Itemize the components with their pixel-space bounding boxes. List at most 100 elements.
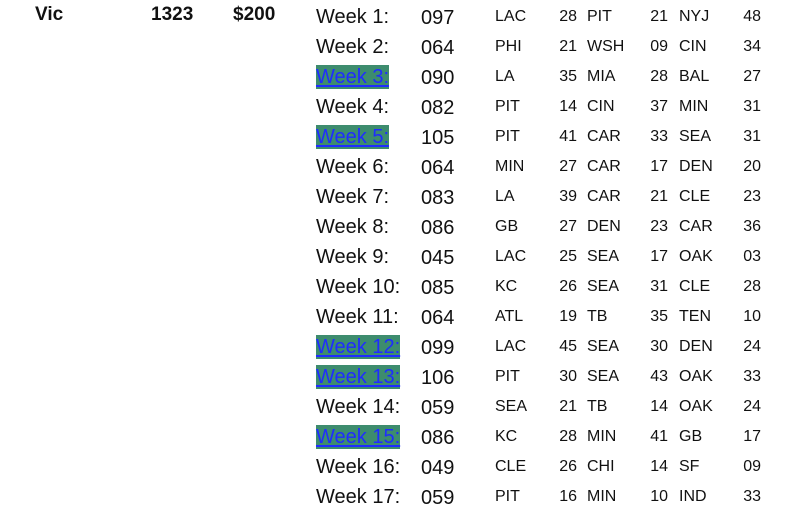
pick-points: 23 (650, 218, 668, 235)
pick-points: 24 (743, 338, 761, 355)
pick-points: 09 (743, 458, 761, 475)
pick-team: CIN (679, 38, 707, 55)
pick-team: SEA (587, 278, 620, 295)
pick-points: 24 (743, 398, 761, 415)
pick-team: SF (679, 458, 700, 475)
pick-points: 16 (559, 488, 577, 505)
week-label: Week 8: (316, 216, 389, 238)
week-score: 083 (421, 187, 455, 209)
week-row: Week 12: 099 LAC 45 SEA 30 DEN 24 (0, 332, 799, 362)
pick-points: 31 (743, 128, 761, 145)
pick-points: 28 (559, 8, 577, 25)
pick-points: 35 (650, 308, 668, 325)
week-row: Week 6: 064 MIN 27 CAR 17 DEN 20 (0, 152, 799, 182)
pick-team: GB (495, 218, 519, 235)
pick-team: MIN (495, 158, 525, 175)
week-label: Week 7: (316, 186, 389, 208)
week-row: Week 5: 105 PIT 41 CAR 33 SEA 31 (0, 122, 799, 152)
pick-points: 43 (650, 368, 668, 385)
pick-team: CHI (587, 458, 615, 475)
pick-team: CIN (587, 98, 615, 115)
week-score: 085 (421, 277, 455, 299)
pick-team: OAK (679, 368, 713, 385)
pick-points: 21 (559, 38, 577, 55)
week-score: 106 (421, 367, 455, 389)
pick-points: 33 (743, 488, 761, 505)
week-label-link[interactable]: Week 5: (316, 125, 389, 149)
week-label: Week 10: (316, 276, 401, 298)
week-score: 064 (421, 157, 455, 179)
pick-points: 41 (650, 428, 668, 445)
pick-team: PIT (495, 368, 520, 385)
pick-points: 17 (743, 428, 761, 445)
week-label-link[interactable]: Week 13: (316, 365, 401, 389)
pick-points: 21 (559, 398, 577, 415)
pick-team: SEA (587, 338, 620, 355)
pick-points: 27 (743, 68, 761, 85)
week-label: Week 16: (316, 456, 401, 478)
pick-points: 37 (650, 98, 668, 115)
pick-points: 03 (743, 248, 761, 265)
pick-team: TB (587, 308, 608, 325)
pick-points: 28 (650, 68, 668, 85)
pick-points: 35 (559, 68, 577, 85)
pick-team: CLE (495, 458, 527, 475)
pick-team: GB (679, 428, 703, 445)
pick-points: 23 (743, 188, 761, 205)
pick-points: 21 (650, 8, 668, 25)
pick-points: 33 (743, 368, 761, 385)
pick-team: OAK (679, 248, 713, 265)
pick-points: 14 (650, 398, 668, 415)
week-score: 090 (421, 67, 455, 89)
pick-points: 14 (650, 458, 668, 475)
week-row: Week 8: 086 GB 27 DEN 23 CAR 36 (0, 212, 799, 242)
pick-points: 30 (650, 338, 668, 355)
week-label: Week 2: (316, 36, 389, 58)
pick-team: SEA (587, 368, 620, 385)
pick-team: LAC (495, 8, 527, 25)
pick-points: 34 (743, 38, 761, 55)
week-label: Week 17: (316, 486, 401, 508)
pick-points: 09 (650, 38, 668, 55)
week-score: 064 (421, 307, 455, 329)
pick-points: 10 (743, 308, 761, 325)
week-score: 105 (421, 127, 455, 149)
week-row: Week 16: 049 CLE 26 CHI 14 SF 09 (0, 452, 799, 482)
pick-team: WSH (587, 38, 625, 55)
week-row: Week 9: 045 LAC 25 SEA 17 OAK 03 (0, 242, 799, 272)
player-winnings: $200 (233, 4, 276, 25)
pick-team: PIT (495, 488, 520, 505)
week-row: Week 3: 090 LA 35 MIA 28 BAL 27 (0, 62, 799, 92)
pick-team: OAK (679, 398, 713, 415)
week-label-link[interactable]: Week 12: (316, 335, 401, 359)
player-total-score: 1323 (151, 4, 194, 25)
pick-points: 17 (650, 248, 668, 265)
week-score: 049 (421, 457, 455, 479)
pick-points: 28 (559, 428, 577, 445)
week-score: 045 (421, 247, 455, 269)
week-score: 059 (421, 487, 455, 509)
week-row: Week 10: 085 KC 26 SEA 31 CLE 28 (0, 272, 799, 302)
pick-team: SEA (587, 248, 620, 265)
week-label: Week 6: (316, 156, 389, 178)
pick-points: 39 (559, 188, 577, 205)
player-name: Vic (35, 4, 64, 25)
week-label: Week 11: (316, 306, 399, 328)
pick-team: CLE (679, 278, 711, 295)
pick-team: CLE (679, 188, 711, 205)
week-row: Week 14: 059 SEA 21 TB 14 OAK 24 (0, 392, 799, 422)
week-label-link[interactable]: Week 3: (316, 65, 389, 89)
pick-points: 33 (650, 128, 668, 145)
pick-points: 30 (559, 368, 577, 385)
pick-team: ATL (495, 308, 524, 325)
week-row: Week 15: 086 KC 28 MIN 41 GB 17 (0, 422, 799, 452)
pick-team: MIN (587, 488, 617, 505)
week-score: 064 (421, 37, 455, 59)
pick-points: 19 (559, 308, 577, 325)
pick-team: SEA (495, 398, 528, 415)
pick-team: TB (587, 398, 608, 415)
week-label-link[interactable]: Week 15: (316, 425, 401, 449)
pick-team: IND (679, 488, 707, 505)
pick-points: 26 (559, 458, 577, 475)
pick-team: DEN (679, 338, 713, 355)
